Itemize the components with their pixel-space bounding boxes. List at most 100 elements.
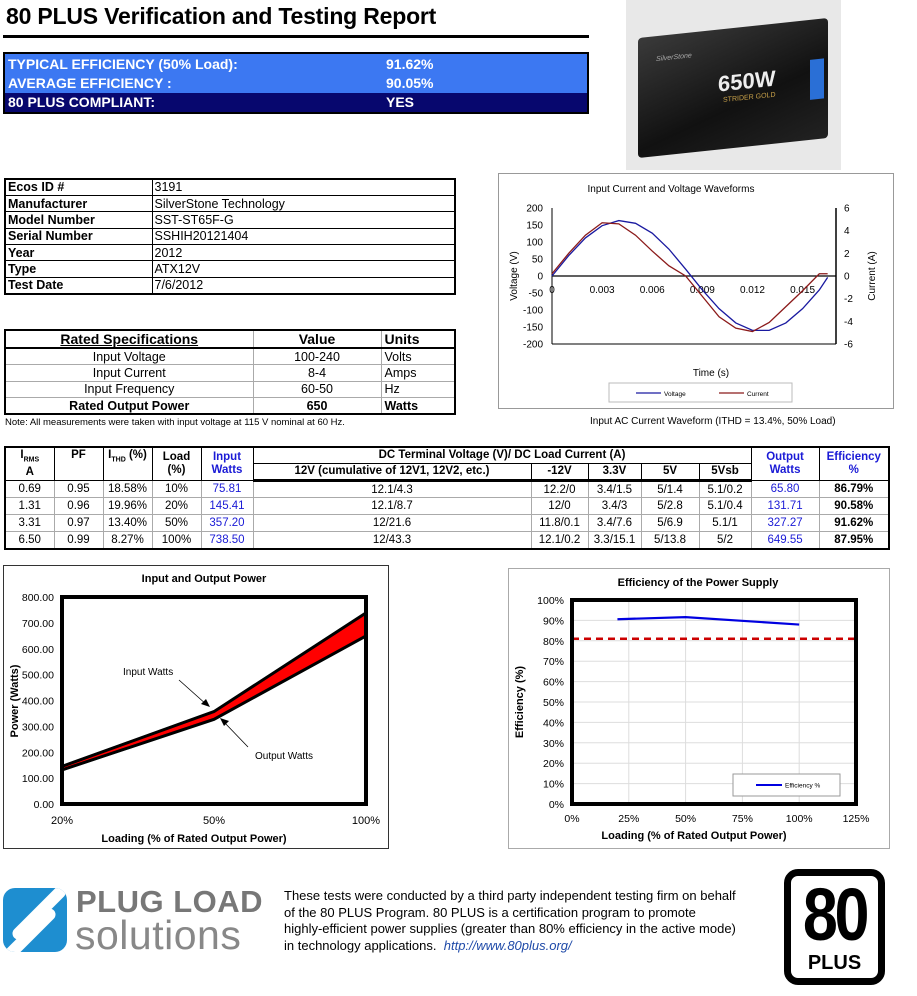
spec-row: Input Frequency 60-50 Hz [4,380,456,398]
y-tick-label: 150 [526,221,543,232]
chart-title: Input Current and Voltage Waveforms [588,184,755,195]
cell-efficiency: 86.79% [818,480,890,499]
y2-tick-label: 4 [844,226,850,237]
cell-output-watts: 649.55 [750,531,820,550]
annotation-output-watts: Output Watts [255,751,313,762]
info-key: Ecos ID # [4,178,153,196]
cell-ithd: 18.58% [102,480,153,499]
cell-irms: 0.69 [4,480,55,499]
x-tick-label: 20% [51,815,73,827]
cell-input-watts: 738.50 [200,531,254,550]
cell-5v: 5/13.8 [640,531,700,550]
efficiency-chart: Efficiency of the Power Supply 100% 90% 80%… [508,568,890,849]
cell-input-watts: 357.20 [200,514,254,533]
cell-pf: 0.97 [53,514,104,533]
y2-axis-title: Current (A) [867,251,878,300]
cell-efficiency: 87.95% [818,531,890,550]
x-tick-label: 0.006 [640,285,665,296]
measurement-note: Note: All measurements were taken with i… [5,417,345,428]
cell-pf: 0.96 [53,497,104,516]
header-output-watts: Output Watts [750,446,820,482]
cell-5vsb: 5.1/1 [698,514,752,533]
spec-value: 100-240 [252,347,382,365]
y-tick-label: 60% [543,677,564,689]
info-key: Serial Number [4,227,153,246]
info-key: Manufacturer [4,194,153,213]
cell-minus12v: 11.8/0.1 [530,514,589,533]
footer-line: in technology applications. [284,937,437,953]
cell-minus12v: 12.2/0 [530,480,589,499]
header-sub: RMS [23,456,40,464]
cell-irms: 3.31 [4,514,55,533]
series-line-output [61,634,367,772]
summary-label: TYPICAL EFFICIENCY (50% Load): [8,55,238,72]
header-text: Load [162,451,191,464]
y2-tick-label: 2 [844,249,850,260]
info-key: Type [4,260,153,278]
summary-row-compliant: 80 PLUS COMPLIANT: YES [5,92,587,112]
info-value: SST-ST65F-G [151,211,456,229]
info-row: Year 2012 [4,244,456,262]
cell-12v: 12/21.6 [252,514,532,533]
waveform-chart: Input Current and Voltage Waveforms 200 15… [498,173,894,409]
y-tick-label: 100.00 [22,773,54,785]
y-tick-label: 20% [543,758,564,770]
cell-output-watts: 327.27 [750,514,820,533]
cell-5vsb: 5.1/0.2 [698,480,752,499]
y2-tick-label: 6 [844,204,850,215]
cell-3v3: 3.4/1.5 [587,480,642,499]
cell-input-watts: 145.41 [200,497,254,516]
x-tick-label: 100% [786,813,813,825]
waveform-chart-svg: Input Current and Voltage Waveforms20015… [509,184,878,403]
y-tick-label: 90% [543,615,564,627]
cell-output-watts: 131.71 [750,497,820,516]
header-dc-terminal: DC Terminal Voltage (V)/ DC Load Current… [252,446,752,465]
x-tick-label: 25% [618,813,639,825]
80plus-link[interactable]: http://www.80plus.org/ [443,937,572,953]
header-5v: 5V [640,463,700,483]
x-tick-label: 0.003 [590,285,615,296]
y-tick-label: 50% [543,697,564,709]
title-divider [3,35,589,38]
product-photo: SilverStone 650W STRIDER GOLD [626,0,841,170]
annotation-arrow [222,720,249,748]
info-row: Test Date 7/6/2012 [4,276,456,295]
spec-value: 650 [252,397,382,415]
series-line-efficiency [617,615,800,626]
cell-irms: 6.50 [4,531,55,550]
y-tick-label: 100% [537,595,564,607]
header-text: I [108,449,112,461]
x-tick-label: 0 [549,285,555,296]
header-efficiency: Efficiency % [818,446,890,482]
80-plus-badge: 80 PLUS [784,869,885,985]
product-info-table: Ecos ID #3191 Manufacturer SilverStone Tec… [4,178,456,295]
x-tick-label: 75% [732,813,753,825]
test-results-table: IRMS A PF ITHD (%) Load (%) Input Watts DC… [4,446,891,550]
info-value: 7/6/2012 [151,276,456,295]
legend-label: Voltage [664,391,686,398]
header-unit: (%) [167,464,186,477]
spec-unit: Amps [380,364,456,382]
y-tick-label: 10% [543,779,564,791]
y-tick-label: 80% [543,636,564,648]
y-tick-label: 700.00 [22,618,54,630]
chart-title: Input and Output Power [142,573,267,585]
y-axis-title: Efficiency (%) [514,666,526,738]
info-value: SSHIH20121404 [151,227,456,246]
spec-row: Input Voltage 100-240 Volts [4,347,456,365]
header-input-watts: Input Watts [200,446,254,482]
cell-efficiency: 91.62% [818,514,890,533]
summary-value: YES [386,94,415,111]
power-supply-image: SilverStone 650W STRIDER GOLD [638,18,828,158]
footer-disclaimer: These tests were conducted by a third pa… [284,888,782,954]
cell-12v: 12.1/8.7 [252,497,532,516]
cell-5v: 5/1.4 [640,480,700,499]
y2-tick-label: -6 [844,340,853,351]
summary-label: AVERAGE EFFICIENCY : [8,74,172,91]
cell-12v: 12.1/4.3 [252,480,532,499]
page-title: 80 PLUS Verification and Testing Report [6,3,437,29]
info-key: Model Number [4,211,153,229]
spec-name: Input Frequency [4,380,254,398]
spec-unit: Watts [380,397,456,415]
y2-tick-label: -2 [844,294,853,305]
